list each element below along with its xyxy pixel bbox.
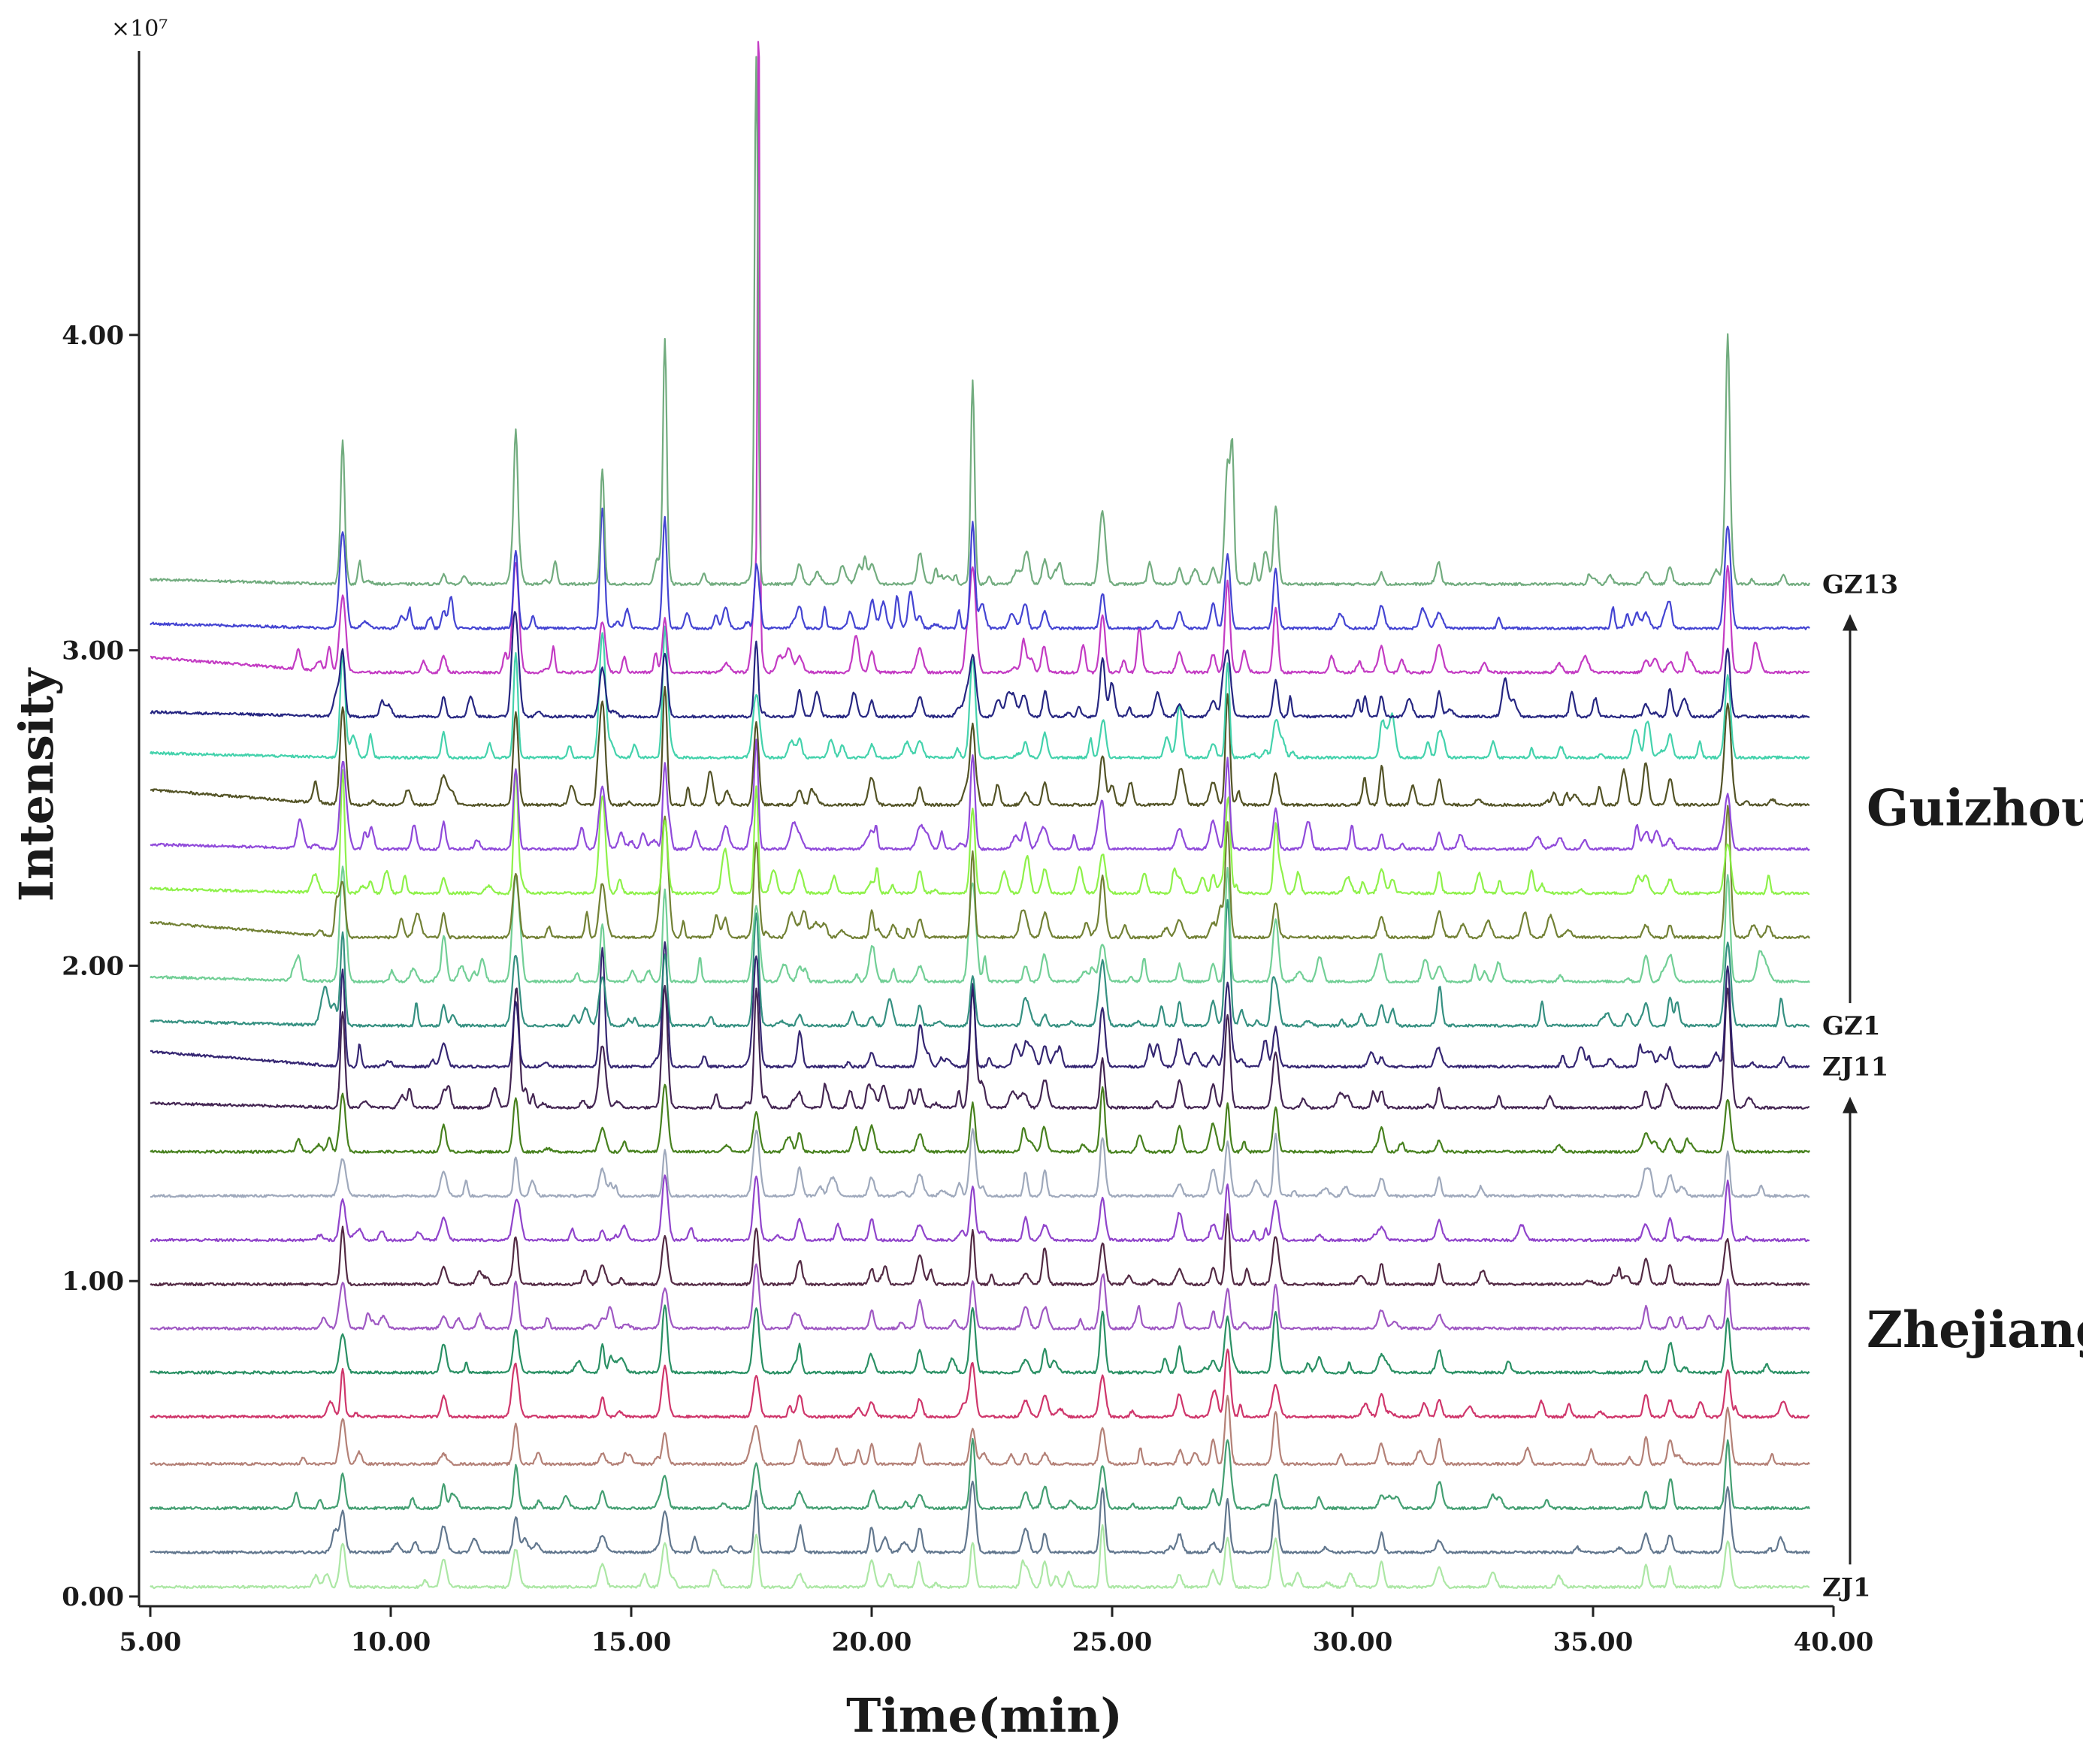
series-line-gz4 xyxy=(150,805,1810,940)
trace-label: GZ13 xyxy=(1822,569,1898,600)
y-axis-title: Intensity xyxy=(9,667,64,902)
series-line-zj11 xyxy=(150,1083,1810,1154)
traces-group xyxy=(149,41,1811,1590)
series-line-zj10 xyxy=(150,1128,1810,1198)
x-axis: 5.00 10.00 15.00 20.00 25.00 30.00 35.00 40.00 … xyxy=(119,1605,1873,1743)
trace-label: GZ1 xyxy=(1822,1011,1881,1041)
series-line-zj4 xyxy=(150,1394,1810,1466)
x-tick-label: 5.00 xyxy=(119,1627,182,1657)
x-tick-label: 40.00 xyxy=(1794,1627,1873,1657)
region-arrow-head xyxy=(1843,1096,1858,1113)
series-line-zj2 xyxy=(150,1480,1810,1554)
series-line-zj9 xyxy=(150,1174,1810,1243)
annotations: GZ13 GZ1 ZJ11 ZJ1 Guizhou Zhejiang xyxy=(1822,569,2083,1602)
series-line-zj8 xyxy=(150,1213,1810,1287)
series-line-gz7 xyxy=(150,685,1810,808)
x-tick-label: 25.00 xyxy=(1072,1627,1152,1657)
series-line-gz0 xyxy=(150,984,1809,1110)
x-tick-label: 20.00 xyxy=(832,1627,912,1657)
y-axis: 0.00 1.00 2.00 3.00 4.00 Intensity ×10⁷ xyxy=(9,16,168,1612)
region-arrow-head xyxy=(1843,614,1858,631)
x-tick-label: 35.00 xyxy=(1553,1627,1633,1657)
x-tick-label: 30.00 xyxy=(1313,1627,1392,1657)
trace-label: ZJ1 xyxy=(1822,1572,1871,1602)
series-line-gz6 xyxy=(150,739,1810,851)
y-tick-label: 4.00 xyxy=(62,321,124,351)
series-line-gz8 xyxy=(150,625,1810,760)
y-tick-label: 1.00 xyxy=(62,1267,124,1297)
series-line-zj6 xyxy=(150,1304,1810,1375)
series-line-gz10 xyxy=(150,41,1810,675)
region-label: Zhejiang xyxy=(1867,1300,2083,1359)
series-line-zj5 xyxy=(150,1349,1810,1419)
x-tick-label: 10.00 xyxy=(351,1627,431,1657)
series-line-zj1 xyxy=(150,1524,1810,1590)
series-line-gz1 xyxy=(150,941,1810,1069)
y-multiplier-label: ×10⁷ xyxy=(111,16,168,42)
x-tick-label: 15.00 xyxy=(591,1627,671,1657)
series-line-gz9 xyxy=(150,611,1810,719)
y-tick-label: 3.00 xyxy=(62,636,124,666)
y-tick-label: 0.00 xyxy=(62,1582,124,1612)
series-line-zj7 xyxy=(150,1263,1810,1331)
series-line-zj3 xyxy=(150,1437,1810,1511)
y-tick-label: 2.00 xyxy=(62,951,124,981)
series-line-gz2 xyxy=(150,899,1810,1028)
trace-label: ZJ11 xyxy=(1822,1053,1888,1083)
series-line-gz12 xyxy=(149,56,1811,587)
series-line-gz3 xyxy=(150,865,1810,984)
x-axis-title: Time(min) xyxy=(846,1688,1123,1743)
series-line-gz5 xyxy=(150,768,1810,896)
series-line-gz11 xyxy=(150,507,1810,630)
region-label: Guizhou xyxy=(1867,778,2083,837)
